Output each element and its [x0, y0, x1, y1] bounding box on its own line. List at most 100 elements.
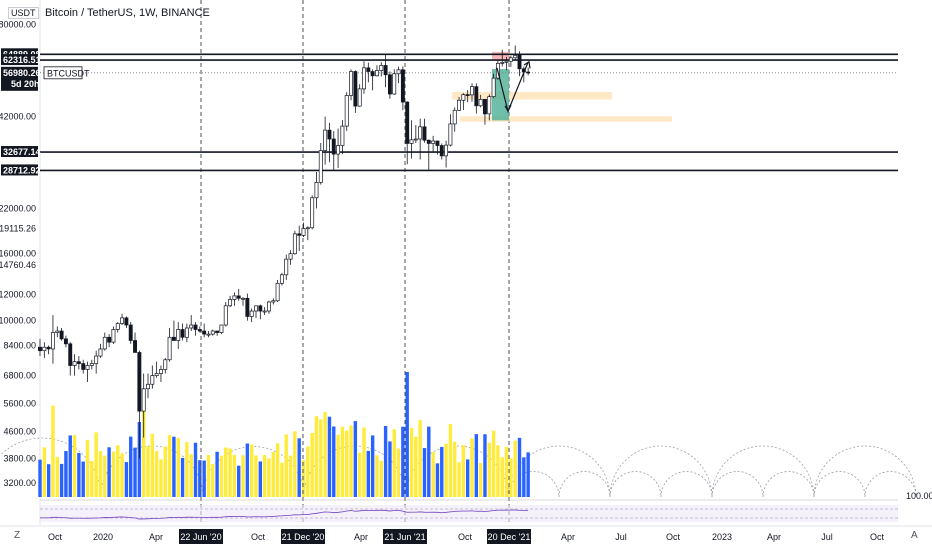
candle-body [124, 317, 129, 326]
cycle-arc-half [762, 471, 815, 498]
candle-body [418, 126, 423, 140]
price-level-label: 28712.92 [3, 165, 41, 175]
cycle-arc [0, 437, 102, 498]
volume-bar [172, 436, 176, 497]
volume-bar [474, 434, 479, 497]
candle-body [262, 310, 267, 313]
candle-body [357, 88, 362, 107]
volume-bar [401, 426, 405, 497]
volume-bar [185, 442, 189, 497]
candle-body [508, 57, 513, 62]
volume-bar [301, 459, 306, 497]
candle-body [193, 324, 198, 330]
time-tick-label: 21 Jun '21 [384, 532, 425, 542]
volume-bar [275, 443, 280, 497]
volume-bar [319, 419, 323, 497]
volume-bar [405, 372, 409, 497]
candle-body [513, 55, 518, 59]
candles [38, 45, 531, 459]
time-tick-label: 21 Dec '20 [282, 532, 325, 542]
volume-bar [107, 447, 111, 497]
candle-body [413, 138, 418, 141]
price-tick-label: 16000.00 [0, 249, 36, 259]
time-highlight-box [487, 529, 531, 544]
rsi-line [39, 509, 529, 520]
volume-bar [133, 447, 137, 497]
time-axis[interactable]: Oct 2020 Apr 22 Jun '20 Oct 21 Dec '20 Apr 21 J… [0, 525, 932, 544]
volume-bar [85, 440, 90, 497]
volume-bar [116, 445, 120, 497]
candle-body [137, 352, 142, 412]
candle-body [284, 258, 289, 276]
volume-bar [189, 454, 193, 497]
time-tick-label: Apr [561, 532, 575, 542]
candle-body [59, 330, 64, 340]
take-profit-box [492, 69, 509, 121]
candle-body [292, 233, 297, 255]
candle-body [107, 336, 112, 343]
candle-body [254, 305, 258, 312]
volume-bar [440, 446, 444, 497]
time-tick-label: Oct [251, 532, 266, 542]
auto-scale-icon[interactable]: A [911, 530, 918, 541]
candle-body [383, 65, 388, 76]
candle-body [500, 62, 505, 64]
time-tick-label: Apr [149, 532, 163, 542]
candle-body [349, 71, 353, 96]
zoom-reset-icon[interactable]: Z [14, 530, 21, 541]
price-level-box [1, 146, 38, 158]
volume-bar [491, 430, 496, 497]
cycle-arc [303, 445, 407, 498]
price-tick-label: 14760.46 [0, 260, 36, 270]
candle-body [219, 324, 224, 333]
candle-body [288, 253, 293, 260]
price-tick-label: 42000.00 [0, 111, 36, 121]
candle-body [163, 359, 168, 370]
time-tick-label: Jul [821, 532, 833, 542]
volume-bar [180, 457, 185, 497]
rsi-axis-label: 100.00 [906, 491, 932, 501]
candle-body [85, 365, 90, 370]
volume-bar [500, 457, 504, 497]
candle-body [215, 330, 220, 333]
volume-bar [103, 455, 107, 497]
volume-bar [98, 451, 103, 497]
candle-body [236, 295, 241, 299]
cycle-arc [711, 445, 815, 498]
cycle-arc [100, 445, 204, 498]
volume-bar [366, 450, 371, 497]
rsi-pane: 100.00 [39, 491, 932, 522]
volume-bar [444, 443, 448, 497]
volume-bar [427, 426, 431, 497]
projection-arrowhead-down [504, 104, 512, 113]
volume-bar [370, 435, 375, 497]
candle-body [305, 227, 310, 230]
volume-bar [167, 435, 172, 497]
volume-bar [496, 445, 500, 497]
price-tick-label: 3200.00 [3, 478, 36, 488]
volume-bar [219, 455, 224, 497]
candle-body [379, 65, 384, 71]
currency-label[interactable]: USDT [8, 7, 39, 19]
volume-bar [146, 446, 150, 497]
price-tick-label: 8400.00 [3, 341, 36, 351]
supply-zone-1 [452, 91, 612, 100]
candle-body [245, 297, 250, 317]
volume-bar [258, 461, 263, 497]
price-level-label: 32677.14 [3, 147, 41, 157]
volume-bar [323, 412, 327, 497]
price-level-box [1, 164, 38, 176]
time-tick-label: Oct [870, 532, 885, 542]
volume-bar [228, 448, 232, 497]
candle-body [452, 109, 457, 125]
volume-bar [249, 444, 254, 497]
countdown-label: 5d 20h [11, 79, 40, 89]
volume-bar [517, 437, 522, 497]
candle-body [46, 346, 51, 350]
candle-body [111, 329, 116, 343]
candle-body [465, 94, 470, 96]
candle-body [526, 71, 531, 74]
candle-body [51, 332, 55, 350]
price-axis[interactable]: 80000.00 42000.00 22000.00 19115.26 16000.00… [0, 19, 41, 487]
